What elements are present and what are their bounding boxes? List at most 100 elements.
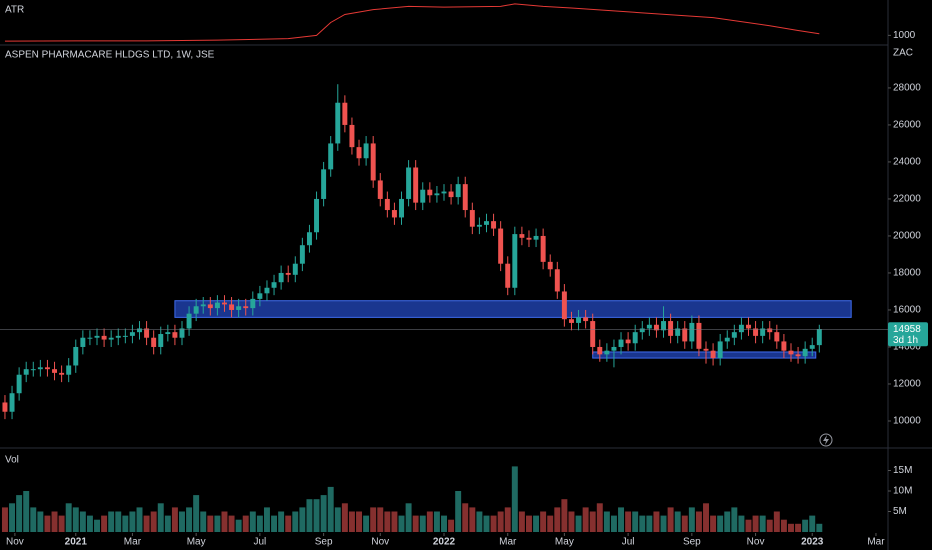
candle-body	[406, 167, 412, 199]
y-tick-label: 28000	[893, 83, 921, 94]
candle-body	[724, 337, 730, 342]
volume-bar	[94, 519, 100, 532]
candle-body	[172, 332, 178, 338]
volume-bar	[695, 511, 702, 532]
zone	[174, 300, 852, 318]
y-tick-label: 10M	[893, 486, 912, 497]
x-tick-label: 2021	[65, 537, 88, 548]
candle-body	[129, 332, 135, 336]
icon-bolt[interactable]	[823, 435, 829, 445]
candle-body	[696, 322, 702, 349]
volume-bar	[533, 515, 540, 532]
candle-body	[760, 328, 766, 336]
volume-bar	[129, 511, 136, 532]
volume-bar	[9, 503, 16, 532]
volume-bar	[681, 515, 688, 532]
candle-body	[554, 269, 560, 292]
candle-body	[399, 198, 404, 218]
volume-bar	[667, 507, 674, 532]
candle-body	[377, 180, 383, 199]
volume-label: Vol	[5, 455, 19, 466]
candle-body	[604, 350, 610, 355]
volume-bar	[235, 519, 242, 532]
candle-body	[306, 232, 312, 246]
volume-bar	[30, 507, 37, 532]
candle-body	[668, 321, 674, 336]
volume-bar	[101, 515, 108, 532]
volume-bar	[603, 511, 610, 532]
candle-body	[2, 402, 8, 412]
candle-body	[151, 337, 157, 347]
y-tick-label: 22000	[893, 194, 921, 205]
volume-bar	[313, 499, 320, 532]
candle-body	[243, 306, 249, 309]
volume-bar	[540, 511, 547, 532]
candle-body	[314, 198, 320, 233]
candle-body	[703, 348, 709, 351]
candle-body	[391, 210, 397, 218]
volume-bar	[179, 511, 185, 532]
volume-bar	[341, 503, 348, 532]
volume-bar	[86, 515, 93, 532]
x-tick-label: Sep	[315, 537, 333, 548]
volume-bar	[759, 515, 766, 532]
volume-bar	[136, 507, 143, 532]
candle-body	[59, 372, 65, 375]
volume-bar	[271, 515, 278, 532]
last-price-label: 14958	[893, 324, 921, 335]
lightning-icon[interactable]	[819, 433, 833, 447]
volume-bar	[816, 523, 823, 532]
candle-body	[108, 337, 114, 340]
volume-bar	[58, 515, 65, 532]
volume-bar	[292, 511, 299, 532]
candle-body	[689, 322, 695, 342]
volume-bar	[610, 515, 617, 532]
volume-bar	[441, 515, 447, 532]
candle-body	[9, 393, 15, 412]
candle-body	[52, 369, 58, 373]
y-tick-label: 10000	[893, 416, 921, 427]
candle-body	[533, 235, 539, 240]
volume-bar	[398, 515, 405, 532]
volume-bar	[164, 515, 171, 532]
volume-bar	[256, 515, 263, 532]
candle-body	[611, 346, 617, 351]
x-tick-label: Jul	[622, 537, 635, 548]
volume-bar	[334, 507, 341, 532]
candle-body	[526, 237, 532, 240]
y-tick-label: 15M	[893, 465, 912, 476]
icon-ring[interactable]	[819, 433, 833, 447]
volume-bar	[419, 515, 426, 532]
candle-body	[682, 328, 688, 342]
candle-body	[710, 350, 716, 359]
candle-body	[250, 298, 256, 309]
volume-bar	[214, 515, 221, 532]
volume-bar	[157, 503, 164, 532]
candle-body	[200, 304, 206, 307]
candle-body	[540, 235, 546, 262]
candle-body	[484, 221, 489, 225]
candle-body	[236, 306, 242, 310]
x-tick-label: 2023	[801, 537, 824, 548]
candle-body	[23, 369, 29, 375]
volume-bar	[490, 515, 497, 532]
volume-bar	[79, 511, 86, 532]
candle-body	[363, 143, 369, 159]
candle-body	[229, 304, 235, 310]
candle-body	[753, 328, 759, 336]
volume-bar	[688, 507, 695, 532]
candle-body	[809, 345, 815, 349]
candle-body	[476, 224, 482, 227]
candle-body	[802, 348, 808, 357]
y-tick-label: 18000	[893, 268, 921, 279]
candle-body	[122, 335, 128, 337]
volume-bar	[618, 507, 625, 532]
candle-body	[455, 184, 461, 198]
volume-bar	[348, 511, 355, 532]
candle-body	[16, 374, 22, 394]
volume-bar	[320, 495, 327, 532]
volume-bar	[483, 515, 490, 532]
volume-bar	[51, 511, 58, 532]
candle-body	[561, 291, 567, 320]
volume-bar	[802, 519, 809, 532]
